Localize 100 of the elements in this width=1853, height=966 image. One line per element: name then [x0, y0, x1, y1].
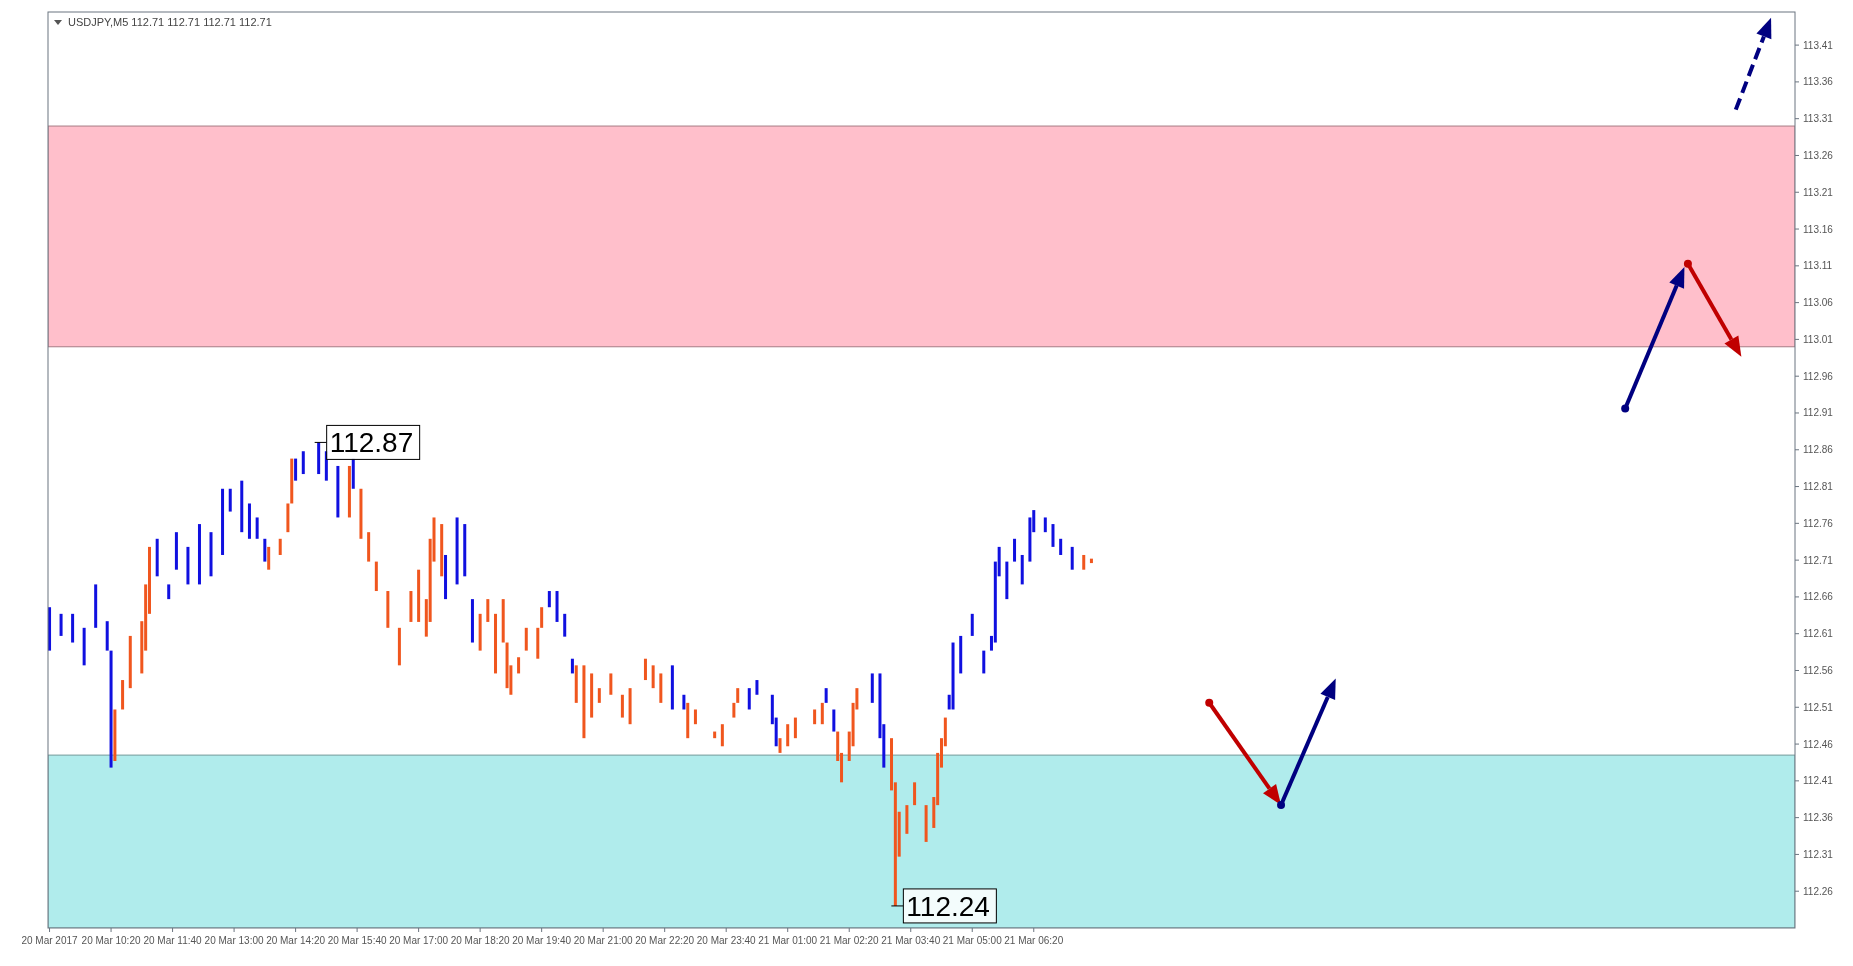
bar: [959, 635, 963, 674]
bar: [197, 524, 201, 585]
annotation: 112.24: [906, 890, 990, 922]
y-tick-label: 112.41: [1803, 775, 1834, 787]
bar: [1059, 538, 1063, 555]
bar: [440, 524, 444, 577]
bar: [682, 694, 686, 710]
y-tick-label: 112.81: [1803, 481, 1834, 493]
bar: [397, 627, 401, 666]
bar: [1005, 561, 1009, 600]
bar: [793, 717, 797, 739]
x-tick-label: 20 Mar 18:20: [450, 935, 511, 946]
x-tick-label: 20 Mar 10:20: [81, 935, 141, 946]
bar: [755, 680, 759, 695]
bar: [247, 503, 251, 539]
bar: [686, 702, 690, 739]
bar: [736, 688, 740, 703]
y-tick-label: 112.61: [1803, 628, 1834, 640]
bar: [747, 688, 751, 710]
bar: [924, 805, 928, 842]
bar: [570, 658, 574, 674]
bar: [409, 591, 413, 622]
bar: [386, 591, 390, 628]
bar: [317, 442, 321, 475]
y-tick-label: 112.66: [1803, 591, 1834, 603]
bar: [813, 709, 817, 725]
bar: [290, 458, 294, 504]
bar: [540, 607, 544, 628]
bar: [609, 673, 613, 695]
bar: [582, 665, 586, 739]
y-tick-label: 113.11: [1803, 260, 1833, 272]
y-tick-label: 113.21: [1803, 186, 1834, 198]
x-tick-label: 20 Mar 17:00: [389, 935, 449, 946]
bar: [351, 458, 355, 489]
bar: [59, 613, 63, 636]
bar: [832, 709, 836, 732]
bar: [82, 627, 86, 666]
y-tick-label: 113.01: [1803, 333, 1834, 345]
bar: [824, 688, 828, 703]
bar: [294, 458, 298, 481]
bar: [913, 782, 917, 806]
bar: [547, 591, 551, 608]
bar: [1043, 517, 1047, 533]
x-tick-label: 20 Mar 14:20: [266, 935, 326, 946]
y-tick-label: 112.91: [1803, 407, 1834, 419]
bar: [155, 538, 159, 577]
bar: [620, 694, 624, 718]
bar: [524, 627, 528, 651]
bar: [444, 554, 448, 600]
bar: [732, 702, 736, 718]
bar: [970, 613, 974, 636]
x-tick-label: 20 Mar 23:40: [696, 935, 757, 946]
bar: [643, 658, 647, 681]
x-tick-label: 20 Mar 11:40: [143, 935, 203, 946]
x-tick-label: 20 Mar 2017: [21, 935, 79, 946]
x-tick-label: 21 Mar 02:20: [819, 935, 880, 946]
y-tick-label: 112.26: [1803, 885, 1834, 897]
bar: [347, 465, 351, 518]
bar: [574, 665, 578, 703]
bar: [71, 613, 75, 643]
bar: [501, 599, 505, 643]
y-tick-label: 112.56: [1803, 664, 1834, 676]
bar: [121, 680, 125, 710]
x-tick-label: 20 Mar 22:20: [635, 935, 695, 946]
x-tick-label: 20 Mar 13:00: [204, 935, 264, 946]
x-tick-label: 21 Mar 06:20: [1004, 935, 1064, 946]
bar: [255, 517, 259, 539]
bar: [870, 673, 874, 703]
bar: [128, 635, 132, 689]
bar: [109, 650, 113, 768]
y-tick-label: 113.41: [1803, 39, 1834, 51]
bar: [563, 613, 567, 637]
bar: [1020, 554, 1024, 585]
bar: [494, 613, 498, 674]
bar: [486, 599, 490, 622]
bar: [94, 584, 98, 628]
bar: [905, 805, 909, 834]
bar: [536, 627, 540, 659]
bar: [455, 517, 459, 585]
bar: [286, 503, 290, 533]
bar: [820, 702, 824, 725]
bar: [786, 724, 790, 747]
bar: [470, 599, 474, 643]
bar: [1013, 538, 1017, 562]
bar: [555, 591, 559, 622]
bar: [113, 709, 117, 761]
y-tick-label: 112.31: [1803, 848, 1834, 860]
y-tick-label: 113.36: [1803, 76, 1834, 88]
x-tick-label: 20 Mar 19:40: [512, 935, 572, 946]
bar: [713, 731, 717, 739]
y-tick-label: 112.76: [1803, 517, 1834, 529]
bar: [417, 569, 421, 622]
bar: [517, 657, 521, 674]
x-tick-label: 21 Mar 05:00: [942, 935, 1003, 946]
bar: [951, 642, 955, 710]
y-tick-label: 112.86: [1803, 444, 1834, 456]
bar: [174, 532, 178, 570]
bar: [590, 673, 594, 718]
bar: [374, 561, 378, 592]
bar: [720, 724, 724, 747]
